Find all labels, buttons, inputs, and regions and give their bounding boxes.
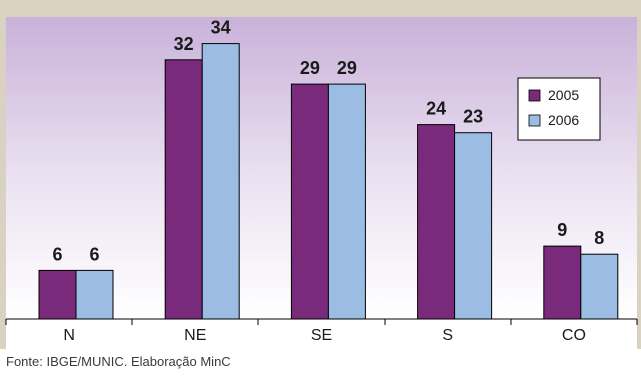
bar-n-2005 — [38, 269, 77, 320]
legend-label-2005: 2005 — [548, 87, 579, 103]
bar-n-2006 — [75, 269, 114, 320]
frame-left-strip — [0, 17, 6, 349]
x-tick-label-n: N — [63, 327, 75, 344]
value-label-s-2005: 24 — [426, 99, 446, 119]
legend-label-2006: 2006 — [548, 112, 579, 128]
x-tick-label-se: SE — [311, 327, 332, 344]
axis-label-band — [6, 319, 637, 349]
value-label-se-2005: 29 — [300, 58, 320, 78]
value-label-se-2006: 29 — [337, 58, 357, 78]
value-label-co-2006: 8 — [594, 228, 604, 248]
bar-co-2006 — [580, 253, 619, 320]
x-tick-label-ne: NE — [184, 327, 206, 344]
x-tick-label-co: CO — [562, 327, 586, 344]
value-labels-layer: 6 6 32 34 29 29 24 23 9 8 — [52, 18, 604, 265]
value-label-ne-2005: 32 — [174, 34, 194, 54]
frame-top-strip — [0, 0, 641, 17]
legend-swatch-2005 — [528, 89, 541, 102]
bars-layer — [38, 43, 619, 320]
value-label-n-2006: 6 — [89, 244, 99, 264]
legend: 2005 2006 — [517, 77, 601, 141]
bar-se-2006 — [327, 83, 366, 320]
value-label-n-2005: 6 — [52, 244, 62, 264]
x-tick-label-s: S — [442, 327, 453, 344]
frame-right-strip — [637, 17, 641, 349]
bar-s-2006 — [454, 132, 493, 320]
source-note: Fonte: IBGE/MUNIC. Elaboração MinC — [6, 354, 231, 369]
x-axis: N NE SE S CO — [5, 318, 638, 344]
legend-swatch-2006 — [528, 114, 541, 127]
bar-se-2005 — [290, 83, 329, 320]
value-label-ne-2006: 34 — [211, 18, 231, 38]
bar-ne-2006 — [201, 43, 240, 320]
bar-co-2005 — [543, 245, 582, 320]
value-label-co-2005: 9 — [557, 220, 567, 240]
bar-s-2005 — [417, 124, 456, 320]
bar-ne-2005 — [164, 59, 203, 320]
legend-box — [517, 77, 601, 141]
value-label-s-2006: 23 — [463, 107, 483, 127]
